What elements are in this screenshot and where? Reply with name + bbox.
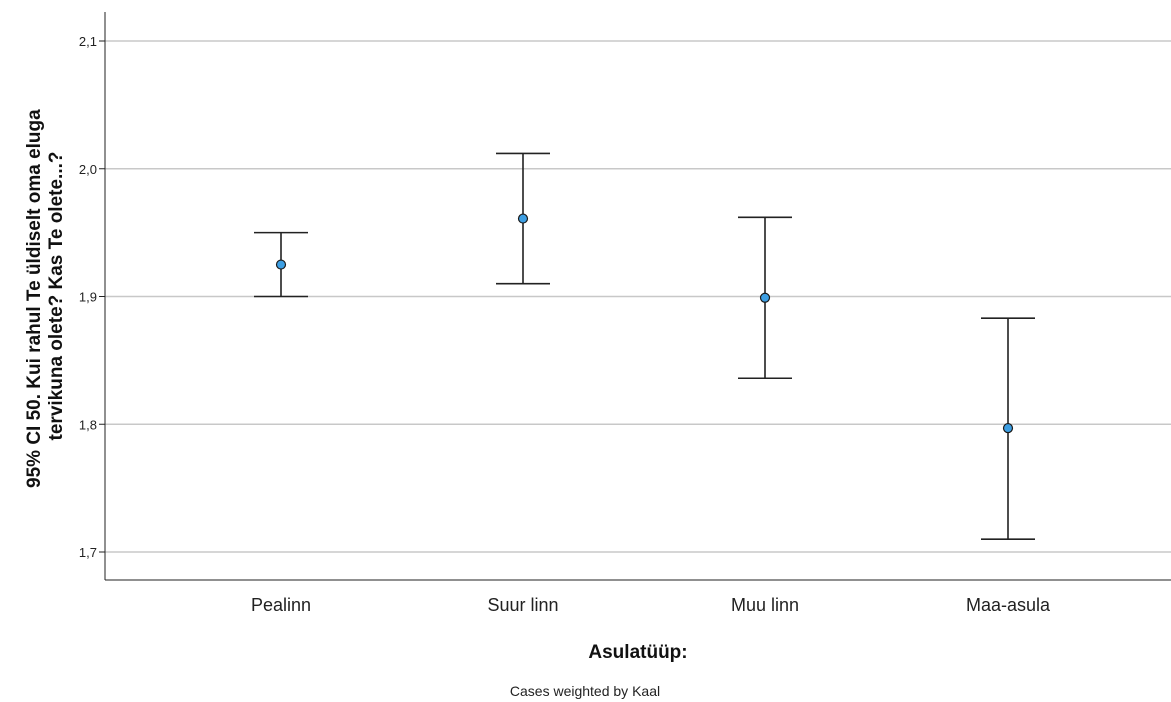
y-tick-label: 1,8 <box>79 417 97 432</box>
y-axis-title-line-2: tervikuna olete? Kas Te olete...? <box>46 152 67 441</box>
mean-marker <box>275 259 287 270</box>
y-tick-label: 1,7 <box>79 545 97 560</box>
y-tick-label: 2,0 <box>79 162 97 177</box>
x-tick-labels: Pealinn Suur linn Muu linn Maa-asula <box>251 595 1051 615</box>
y-axis-title-line-1: 95% CI 50. Kui rahul Te üldiselt oma elu… <box>24 109 45 488</box>
error-bar <box>981 317 1035 541</box>
error-bar <box>254 231 308 298</box>
x-tick-label: Muu linn <box>731 595 799 615</box>
y-tick-label: 2,1 <box>79 34 97 49</box>
mean-marker <box>1002 422 1014 434</box>
weight-note: Cases weighted by Kaal <box>510 683 660 699</box>
error-bars <box>254 152 1035 541</box>
x-tick-label: Suur linn <box>487 595 558 615</box>
x-tick-label: Maa-asula <box>966 595 1051 615</box>
y-tick-labels: 1,7 1,8 1,9 2,0 2,1 <box>79 34 105 560</box>
error-bar <box>496 152 550 285</box>
error-bar <box>738 216 792 380</box>
mean-marker <box>517 213 529 224</box>
x-axis-title: Asulatüüp: <box>588 642 687 663</box>
y-tick-label: 1,9 <box>79 290 97 305</box>
y-axis-title: 95% CI 50. Kui rahul Te üldiselt oma elu… <box>24 104 67 488</box>
mean-marker <box>759 292 771 303</box>
x-tick-label: Pealinn <box>251 595 311 615</box>
